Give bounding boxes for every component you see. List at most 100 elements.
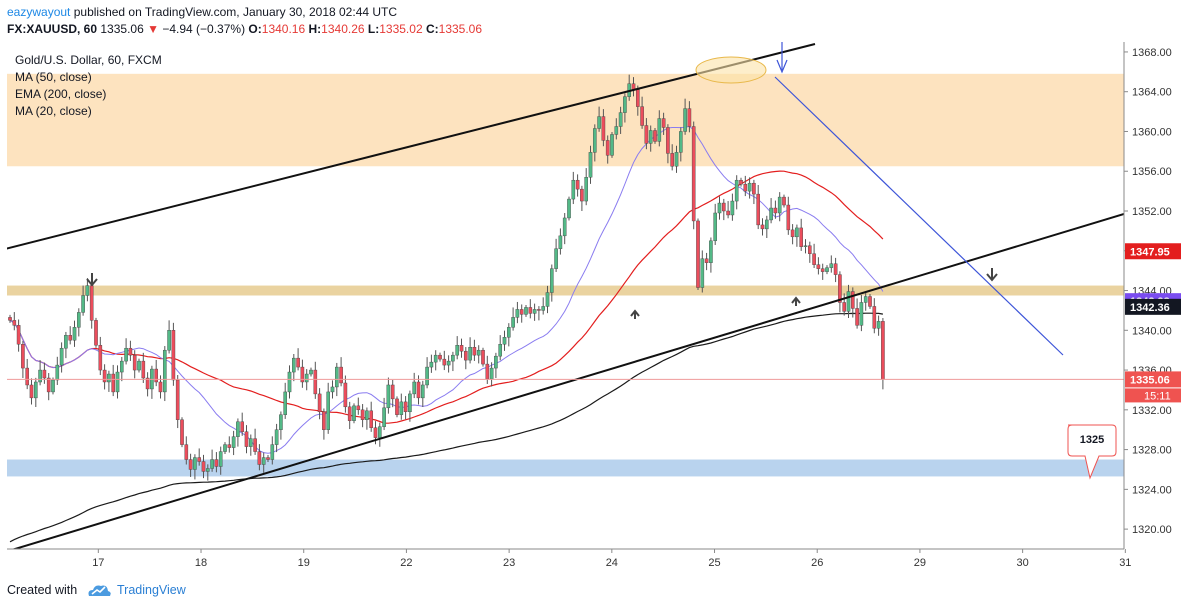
candle-body[interactable] (524, 307, 528, 315)
candle-body[interactable] (223, 444, 227, 452)
candle-body[interactable] (476, 349, 481, 356)
candle-body[interactable] (378, 426, 382, 438)
candle-body[interactable] (300, 366, 305, 383)
candle-body[interactable] (38, 369, 42, 383)
candle-body[interactable] (571, 179, 576, 200)
candle-body[interactable] (287, 371, 292, 393)
candle-body[interactable] (326, 391, 331, 430)
candle-body[interactable] (747, 182, 752, 192)
candle-body[interactable] (304, 373, 309, 383)
candle-body[interactable] (666, 127, 670, 154)
candle-body[interactable] (825, 267, 829, 272)
candle-body[interactable] (541, 306, 545, 311)
candle-body[interactable] (102, 369, 107, 383)
candle-body[interactable] (752, 182, 756, 195)
candle-body[interactable] (786, 204, 791, 231)
candle-body[interactable] (416, 381, 421, 399)
candle-body[interactable] (296, 357, 300, 368)
candle-body[interactable] (730, 200, 735, 216)
candle-body[interactable] (842, 302, 846, 312)
candle-body[interactable] (451, 354, 455, 362)
candle-body[interactable] (722, 202, 726, 212)
candle-body[interactable] (696, 220, 700, 288)
candle-body[interactable] (519, 309, 524, 315)
candle-body[interactable] (795, 227, 799, 238)
candle-body[interactable] (567, 198, 571, 219)
candle-body[interactable] (34, 381, 38, 399)
candle-body[interactable] (726, 210, 730, 216)
candle-body[interactable] (532, 309, 537, 314)
candle-body[interactable] (597, 116, 601, 129)
candle-body[interactable] (205, 468, 210, 472)
candle-body[interactable] (429, 361, 434, 368)
candle-body[interactable] (270, 444, 275, 460)
candle-body[interactable] (386, 384, 391, 409)
legend-ma20[interactable]: MA (20, close) (15, 104, 92, 118)
candle-body[interactable] (829, 263, 834, 268)
candle-body[interactable] (162, 349, 167, 393)
candle-body[interactable] (421, 384, 425, 399)
candle-body[interactable] (98, 345, 103, 371)
candle-body[interactable] (855, 308, 859, 326)
candle-body[interactable] (777, 196, 782, 214)
candle-body[interactable] (261, 457, 266, 465)
candle-body[interactable] (446, 360, 451, 366)
candle-body[interactable] (605, 140, 610, 156)
candle-body[interactable] (812, 253, 816, 265)
candle-body[interactable] (713, 212, 717, 242)
candle-body[interactable] (816, 264, 821, 269)
candle-body[interactable] (507, 327, 511, 338)
candle-body[interactable] (851, 291, 855, 309)
candle-body[interactable] (554, 248, 558, 269)
candle-body[interactable] (343, 382, 348, 408)
candle-body[interactable] (46, 377, 51, 393)
candle-body[interactable] (588, 152, 593, 178)
candle-body[interactable] (704, 258, 709, 263)
candle-body[interactable] (769, 207, 773, 221)
candle-body[interactable] (799, 227, 803, 247)
candle-body[interactable] (184, 444, 189, 460)
candle-body[interactable] (171, 330, 176, 381)
candle-body[interactable] (593, 128, 597, 153)
candle-body[interactable] (218, 451, 223, 467)
candle-body[interactable] (644, 125, 649, 144)
candle-body[interactable] (481, 349, 485, 365)
candle-body[interactable] (395, 398, 399, 415)
candle-body[interactable] (433, 354, 438, 363)
candle-body[interactable] (25, 367, 30, 386)
candle-body[interactable] (502, 337, 507, 345)
candle-body[interactable] (661, 118, 666, 128)
candle-body[interactable] (872, 306, 877, 329)
candle-body[interactable] (489, 367, 494, 380)
candle-body[interactable] (309, 369, 313, 375)
candle-body[interactable] (648, 130, 653, 144)
candle-body[interactable] (683, 108, 687, 132)
candle-body[interactable] (442, 358, 447, 366)
candle-body[interactable] (545, 292, 550, 307)
candle-body[interactable] (158, 381, 163, 393)
candle-body[interactable] (201, 461, 206, 472)
candle-body[interactable] (29, 384, 34, 399)
candle-body[interactable] (623, 96, 627, 113)
candle-body[interactable] (790, 229, 795, 238)
candle-body[interactable] (485, 363, 490, 380)
legend-ma50[interactable]: MA (50, close) (15, 70, 92, 84)
candle-body[interactable] (455, 345, 460, 356)
candle-body[interactable] (141, 360, 146, 379)
candle-body[interactable] (107, 373, 111, 383)
candle-body[interactable] (657, 118, 662, 142)
candle-body[interactable] (618, 112, 623, 127)
candle-body[interactable] (21, 344, 25, 369)
candle-body[interactable] (782, 196, 786, 206)
candle-body[interactable] (399, 401, 404, 415)
candle-body[interactable] (248, 438, 253, 447)
candle-body[interactable] (42, 369, 47, 379)
candle-body[interactable] (283, 391, 288, 415)
candle-body[interactable] (244, 431, 249, 447)
candle-body[interactable] (253, 438, 257, 452)
tradingview-logo-icon[interactable] (86, 581, 112, 599)
candle-body[interactable] (89, 285, 94, 321)
price-chart[interactable]: 1320.001324.001328.001332.001336.001340.… (0, 42, 1184, 576)
candle-body[interactable] (859, 302, 864, 326)
candle-body[interactable] (691, 126, 696, 222)
